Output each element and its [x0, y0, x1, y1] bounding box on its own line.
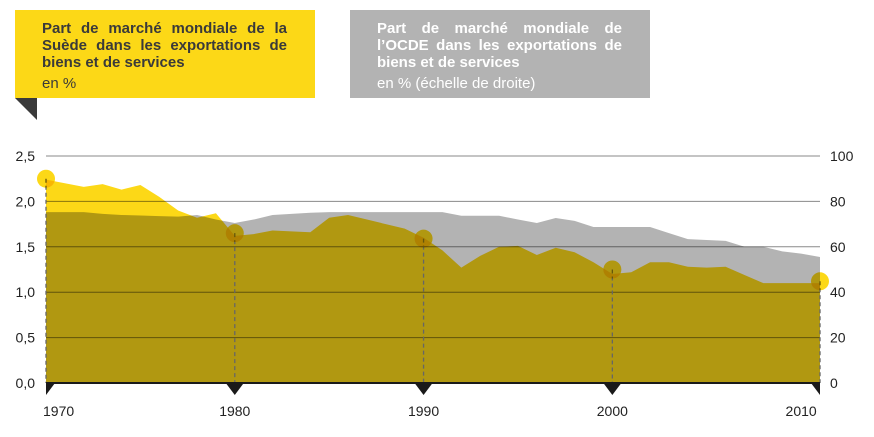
y-left-tick-label: 1,5 — [16, 239, 36, 255]
legend-sweden: Part de marché mondiale de la Suède dans… — [15, 10, 315, 120]
legend-oecd: Part de marché mondiale de l’OCDE dans l… — [350, 10, 650, 120]
highlight-dot — [603, 260, 622, 279]
y-left-tick-label: 1,0 — [16, 284, 36, 300]
x-axis-marker-triangle — [603, 383, 622, 395]
legend-sweden-unit: en % — [42, 75, 77, 92]
legend-oecd-title: Part de marché mondiale de l’OCDE dans l… — [377, 20, 622, 71]
x-axis-marker-triangle — [414, 383, 433, 395]
x-tick-label: 2000 — [597, 403, 628, 419]
y-right-tick-label: 40 — [830, 284, 846, 300]
highlight-dot — [811, 272, 829, 291]
x-tick-label: 2010 — [786, 403, 817, 419]
y-right-tick-label: 20 — [830, 330, 846, 346]
y-right-tick-label: 60 — [830, 239, 846, 255]
x-axis-marker-triangle — [811, 383, 820, 395]
y-left-tick-label: 2,0 — [16, 193, 36, 209]
x-axis-marker-triangle — [46, 383, 55, 395]
y-left-tick-label: 2,5 — [16, 148, 36, 164]
legend-sweden-title: Part de marché mondiale de la Suède dans… — [42, 20, 287, 71]
sweden-area — [46, 179, 820, 383]
legend-oecd-unit: en % (échelle de droite) — [377, 75, 536, 92]
y-left-tick-label: 0,0 — [16, 375, 36, 391]
x-tick-label: 1980 — [219, 403, 250, 419]
x-tick-label: 1970 — [43, 403, 74, 419]
highlight-dot — [414, 229, 433, 248]
highlight-dot — [37, 169, 55, 188]
x-tick-label: 1990 — [408, 403, 439, 419]
y-right-tick-label: 80 — [830, 193, 846, 209]
y-right-tick-label: 100 — [830, 148, 854, 164]
y-left-tick-label: 0,5 — [16, 330, 36, 346]
y-right-tick-label: 0 — [830, 375, 838, 391]
highlight-dot — [225, 224, 244, 243]
x-axis-marker-triangle — [225, 383, 244, 395]
